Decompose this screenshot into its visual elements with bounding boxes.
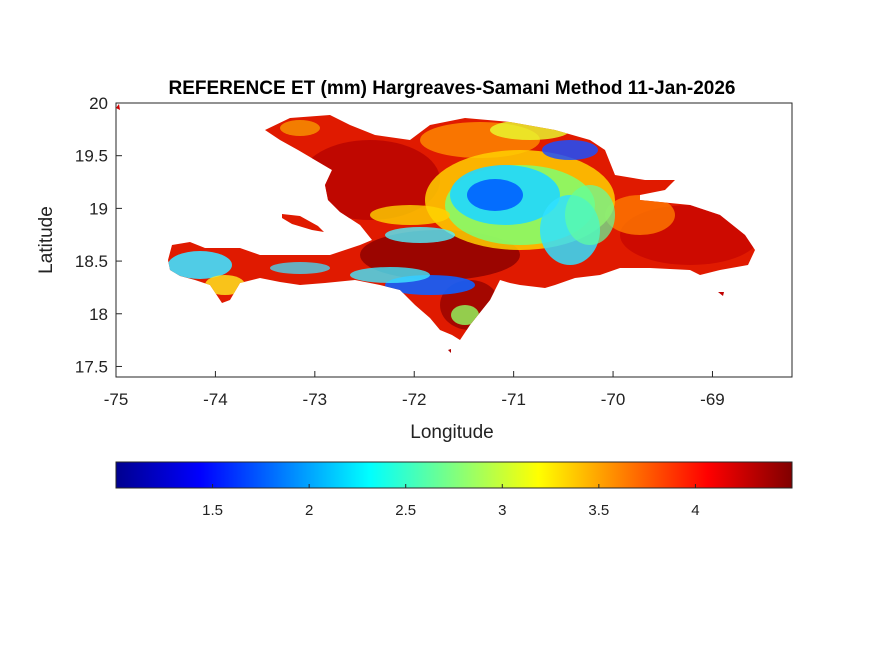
x-tick-label: -71 <box>501 390 526 409</box>
colorbar-tick-label: 3 <box>498 502 506 519</box>
y-axis-label: Latitude <box>36 206 57 274</box>
y-tick-label: 19 <box>89 199 108 218</box>
zone-yellow-northwest <box>280 120 320 136</box>
zone-blue-northeast <box>542 140 598 160</box>
zone-yellow-southwest <box>205 275 245 295</box>
zone-orange-east <box>605 195 675 235</box>
x-tick-label: -73 <box>303 390 328 409</box>
island-fragment-southeast <box>718 292 724 296</box>
island-fragment-northwest <box>116 104 120 110</box>
zone-cyan-central <box>385 227 455 243</box>
colorbar-tick-label: 3.5 <box>588 502 609 519</box>
map-title: REFERENCE ET (mm) Hargreaves-Samani Meth… <box>168 78 735 99</box>
colorbar <box>115 461 793 489</box>
colorbar-tick-label: 4 <box>691 502 699 519</box>
x-axis: -75 -74 -73 -72 -71 -70 -69 <box>104 371 725 409</box>
zone-cyan-southwest <box>168 251 232 279</box>
zone-green-east <box>565 185 615 245</box>
y-tick-label: 18.5 <box>75 252 108 271</box>
x-tick-label: -72 <box>402 390 427 409</box>
zone-dark-red-north-haiti <box>300 140 440 220</box>
colorbar-tick-label: 1.5 <box>202 502 223 519</box>
y-tick-label: 18 <box>89 305 108 324</box>
island-fragment-south <box>448 349 451 353</box>
colorbar-tick-label: 2 <box>305 502 313 519</box>
y-tick-label: 17.5 <box>75 357 108 376</box>
zone-cyan-south-mid <box>270 262 330 274</box>
x-tick-label: -74 <box>203 390 228 409</box>
colorbar-tick-label: 2.5 <box>395 502 416 519</box>
y-tick-label: 20 <box>89 94 108 113</box>
y-tick-label: 19.5 <box>75 147 108 166</box>
y-axis: 20 19.5 19 18.5 18 17.5 <box>75 94 122 376</box>
x-tick-label: -75 <box>104 390 129 409</box>
zone-yellow-central <box>370 205 450 225</box>
x-tick-label: -69 <box>700 390 725 409</box>
zone-cyan-south-central <box>350 267 430 283</box>
x-tick-label: -70 <box>601 390 626 409</box>
x-axis-label: Longitude <box>410 422 493 443</box>
colorbar-ticks: 1.5 2 2.5 3 3.5 4 <box>202 484 700 519</box>
zone-blue-cordillera <box>467 179 523 211</box>
zone-green-southeast <box>451 305 479 325</box>
